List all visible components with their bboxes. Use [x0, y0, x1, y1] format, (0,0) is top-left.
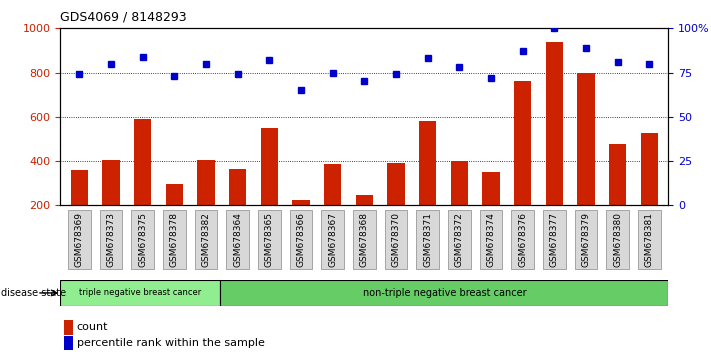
- Text: GSM678377: GSM678377: [550, 212, 559, 267]
- FancyBboxPatch shape: [60, 280, 220, 306]
- Text: GDS4069 / 8148293: GDS4069 / 8148293: [60, 11, 187, 24]
- Bar: [451, 161, 468, 205]
- Text: GSM678373: GSM678373: [107, 212, 116, 267]
- FancyBboxPatch shape: [417, 210, 439, 269]
- FancyBboxPatch shape: [543, 210, 566, 269]
- Text: GSM678366: GSM678366: [296, 212, 306, 267]
- FancyBboxPatch shape: [258, 210, 281, 269]
- Text: GSM678364: GSM678364: [233, 212, 242, 267]
- Bar: [514, 81, 531, 205]
- Text: count: count: [77, 322, 108, 332]
- Text: GSM678381: GSM678381: [645, 212, 654, 267]
- Bar: [356, 195, 373, 205]
- Bar: [387, 163, 405, 205]
- Bar: [482, 172, 500, 205]
- FancyBboxPatch shape: [68, 210, 91, 269]
- Bar: [419, 121, 437, 205]
- Text: GSM678380: GSM678380: [613, 212, 622, 267]
- FancyBboxPatch shape: [638, 210, 661, 269]
- FancyBboxPatch shape: [574, 210, 597, 269]
- Text: disease state: disease state: [1, 288, 66, 298]
- Bar: [229, 169, 247, 205]
- Bar: [70, 170, 88, 205]
- Text: GSM678372: GSM678372: [455, 212, 464, 267]
- Text: GSM678382: GSM678382: [202, 212, 210, 267]
- Text: non-triple negative breast cancer: non-triple negative breast cancer: [363, 288, 526, 298]
- Text: percentile rank within the sample: percentile rank within the sample: [77, 338, 264, 348]
- FancyBboxPatch shape: [321, 210, 344, 269]
- Bar: [609, 144, 626, 205]
- Text: GSM678375: GSM678375: [138, 212, 147, 267]
- FancyBboxPatch shape: [353, 210, 376, 269]
- Text: GSM678379: GSM678379: [582, 212, 591, 267]
- Text: triple negative breast cancer: triple negative breast cancer: [80, 289, 201, 297]
- Bar: [292, 200, 310, 205]
- Text: GSM678367: GSM678367: [328, 212, 337, 267]
- FancyBboxPatch shape: [511, 210, 534, 269]
- Text: GSM678376: GSM678376: [518, 212, 527, 267]
- Text: GSM678371: GSM678371: [423, 212, 432, 267]
- FancyBboxPatch shape: [606, 210, 629, 269]
- FancyBboxPatch shape: [163, 210, 186, 269]
- Text: GSM678369: GSM678369: [75, 212, 84, 267]
- FancyBboxPatch shape: [289, 210, 312, 269]
- Text: GSM678378: GSM678378: [170, 212, 179, 267]
- FancyBboxPatch shape: [480, 210, 503, 269]
- FancyBboxPatch shape: [132, 210, 154, 269]
- Bar: [166, 184, 183, 205]
- Bar: [198, 160, 215, 205]
- Bar: [261, 128, 278, 205]
- FancyBboxPatch shape: [220, 280, 668, 306]
- Bar: [102, 160, 119, 205]
- Bar: [134, 119, 151, 205]
- FancyBboxPatch shape: [195, 210, 218, 269]
- FancyBboxPatch shape: [385, 210, 407, 269]
- FancyBboxPatch shape: [226, 210, 249, 269]
- Bar: [641, 133, 658, 205]
- Text: GSM678370: GSM678370: [392, 212, 400, 267]
- Text: GSM678374: GSM678374: [486, 212, 496, 267]
- Bar: [545, 42, 563, 205]
- Bar: [577, 73, 594, 205]
- FancyBboxPatch shape: [100, 210, 122, 269]
- Text: GSM678365: GSM678365: [265, 212, 274, 267]
- FancyBboxPatch shape: [448, 210, 471, 269]
- Text: GSM678368: GSM678368: [360, 212, 369, 267]
- Bar: [324, 164, 341, 205]
